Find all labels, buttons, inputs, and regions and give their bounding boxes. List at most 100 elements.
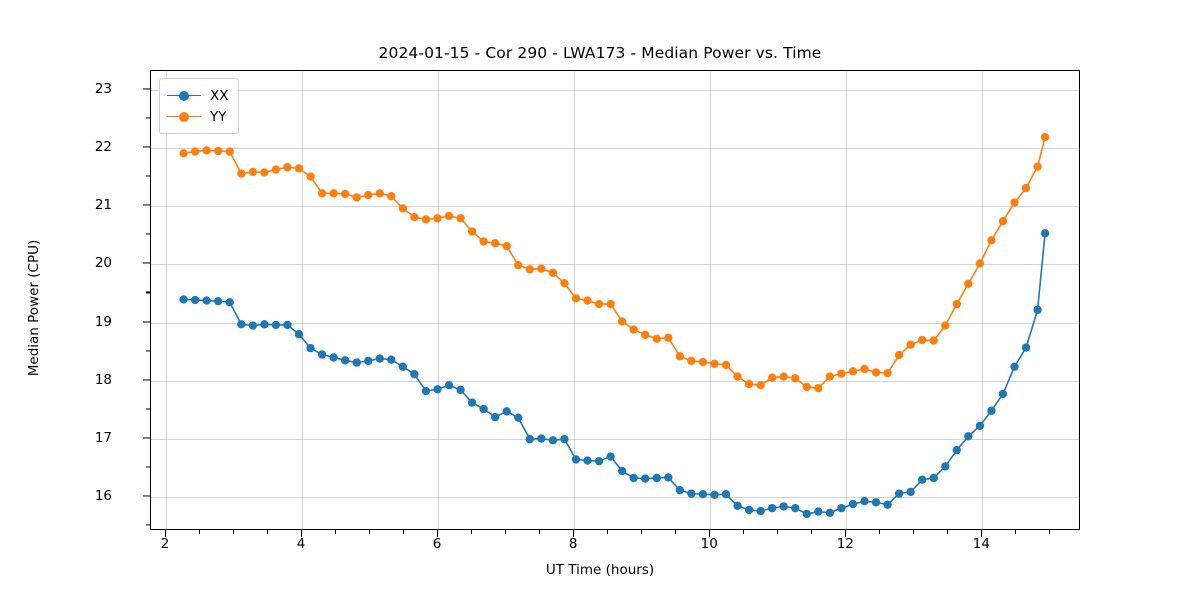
data-point bbox=[583, 456, 592, 465]
data-point bbox=[560, 434, 569, 444]
data-point bbox=[525, 265, 534, 274]
data-point bbox=[537, 434, 546, 443]
legend-dot-icon bbox=[179, 90, 189, 101]
data-point bbox=[364, 190, 373, 200]
data-point bbox=[779, 502, 788, 511]
gridline-horizontal bbox=[151, 89, 1079, 91]
x-tick-label: 14 bbox=[972, 536, 990, 552]
data-point bbox=[271, 320, 281, 330]
y-tick-label: 16 bbox=[94, 488, 112, 505]
x-tick-mark-minor bbox=[607, 530, 609, 534]
y-tick-mark-minor bbox=[146, 350, 150, 352]
legend-label: YY bbox=[210, 108, 227, 125]
x-tick-label: 10 bbox=[700, 536, 718, 552]
data-point bbox=[721, 490, 731, 499]
data-point bbox=[964, 432, 973, 441]
legend[interactable]: XX YY bbox=[159, 78, 239, 134]
data-point bbox=[606, 299, 615, 309]
y-tick-mark bbox=[143, 262, 150, 264]
data-point bbox=[767, 373, 777, 382]
data-point bbox=[179, 149, 188, 158]
data-point bbox=[352, 358, 361, 367]
y-tick-mark bbox=[143, 204, 150, 206]
data-point bbox=[214, 146, 223, 156]
data-point bbox=[283, 320, 292, 330]
data-point bbox=[721, 360, 731, 370]
data-point bbox=[352, 193, 361, 202]
data-point bbox=[225, 147, 234, 156]
data-point bbox=[329, 353, 338, 362]
y-tick-label: 23 bbox=[94, 80, 112, 97]
data-point bbox=[802, 509, 811, 519]
y-tick-label: 17 bbox=[94, 430, 112, 446]
x-axis-label: UT Time (hours) bbox=[545, 562, 655, 578]
data-point bbox=[594, 299, 604, 309]
y-tick-mark-minor bbox=[146, 233, 150, 235]
data-point bbox=[548, 268, 558, 277]
data-point bbox=[260, 168, 269, 177]
data-point bbox=[294, 330, 304, 339]
data-point bbox=[664, 333, 673, 342]
data-point bbox=[664, 473, 673, 482]
data-point bbox=[479, 237, 488, 246]
data-point bbox=[398, 362, 408, 371]
data-point bbox=[479, 404, 488, 414]
chart-title: 2024-01-15 - Cor 290 - LWA173 - Median P… bbox=[378, 44, 822, 62]
data-point bbox=[1021, 183, 1031, 193]
data-point bbox=[444, 211, 454, 221]
data-point bbox=[917, 335, 927, 345]
y-tick-label: 18 bbox=[94, 371, 112, 388]
x-tick-mark bbox=[573, 530, 575, 537]
series-line bbox=[182, 232, 1046, 515]
y-tick-label: 20 bbox=[94, 255, 112, 272]
data-point bbox=[987, 406, 996, 415]
data-point bbox=[975, 421, 985, 430]
data-point bbox=[710, 490, 719, 499]
data-point bbox=[248, 167, 258, 177]
y-tick-mark-minor bbox=[146, 524, 150, 526]
gridline-horizontal bbox=[151, 147, 1079, 149]
legend-item-xx[interactable]: XX bbox=[167, 85, 229, 106]
data-point bbox=[514, 413, 523, 422]
x-tick-mark-minor bbox=[369, 530, 371, 534]
gridline-vertical bbox=[710, 71, 712, 529]
gridline-horizontal bbox=[151, 439, 1079, 440]
x-tick-mark-minor bbox=[879, 530, 881, 534]
x-tick-mark bbox=[301, 530, 303, 537]
data-point bbox=[340, 189, 350, 199]
data-point bbox=[848, 367, 858, 376]
data-point bbox=[375, 189, 384, 198]
x-tick-mark bbox=[709, 530, 711, 537]
data-point bbox=[744, 505, 754, 515]
data-point bbox=[791, 503, 800, 513]
x-tick-label: 8 bbox=[568, 536, 578, 552]
gridline-horizontal bbox=[151, 264, 1079, 266]
data-point bbox=[929, 336, 938, 345]
y-tick-mark-minor bbox=[146, 291, 150, 293]
data-point bbox=[941, 462, 950, 471]
data-point bbox=[490, 239, 500, 248]
data-point bbox=[652, 334, 661, 344]
legend-item-yy[interactable]: YY bbox=[167, 106, 229, 127]
x-tick-mark-minor bbox=[539, 530, 541, 534]
data-point bbox=[698, 490, 708, 499]
data-point bbox=[444, 381, 454, 390]
data-point bbox=[871, 368, 881, 377]
data-point bbox=[571, 455, 581, 464]
data-point bbox=[387, 355, 396, 364]
data-point bbox=[894, 350, 904, 360]
data-point bbox=[779, 372, 788, 381]
data-point bbox=[837, 369, 846, 378]
data-point bbox=[525, 434, 534, 444]
x-tick-label: 4 bbox=[296, 536, 306, 552]
data-point bbox=[433, 385, 442, 394]
data-point bbox=[1033, 305, 1042, 315]
data-point bbox=[906, 340, 915, 349]
data-point bbox=[294, 164, 304, 173]
data-point bbox=[502, 241, 511, 251]
data-point bbox=[514, 261, 523, 270]
data-point bbox=[190, 295, 200, 305]
data-point bbox=[433, 214, 442, 223]
gridline-horizontal bbox=[151, 380, 1079, 382]
